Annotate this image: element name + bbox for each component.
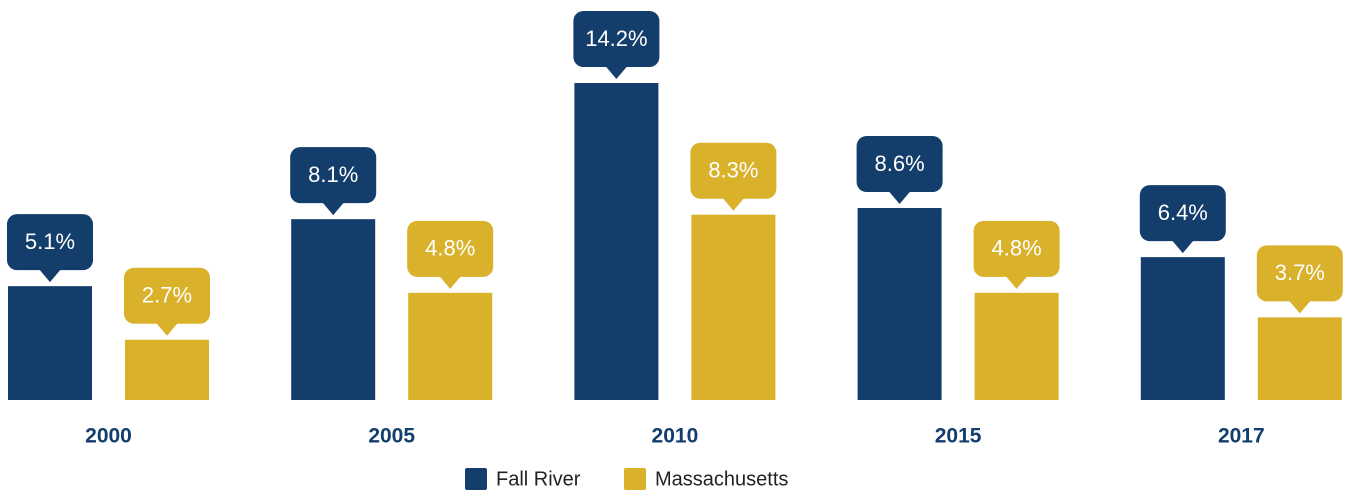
bar xyxy=(574,83,659,400)
bar xyxy=(8,286,92,400)
callout-box xyxy=(690,142,777,199)
value-label: 8.1% xyxy=(308,162,358,187)
x-tick-label: 2000 xyxy=(85,425,132,448)
bar xyxy=(408,292,493,400)
value-label: 5.1% xyxy=(25,229,75,254)
value-label: 4.8% xyxy=(992,236,1042,261)
bar xyxy=(1257,317,1342,400)
callout-box xyxy=(407,220,494,277)
value-label: 2.7% xyxy=(142,283,192,308)
value-label: 8.3% xyxy=(708,158,758,183)
callout-box xyxy=(7,214,93,271)
callout-pointer xyxy=(156,322,178,336)
callout-box xyxy=(856,136,943,193)
bar xyxy=(1140,257,1225,400)
value-label: 3.7% xyxy=(1275,260,1325,285)
legend-swatch xyxy=(465,468,487,490)
value-label: 4.8% xyxy=(425,236,475,261)
callout-box xyxy=(1256,245,1343,302)
bar xyxy=(974,292,1059,400)
bar xyxy=(857,208,942,400)
callout-box xyxy=(973,220,1060,277)
value-label: 14.2% xyxy=(585,26,647,51)
bar xyxy=(291,219,376,400)
bar xyxy=(125,339,209,400)
legend-swatch xyxy=(624,468,646,490)
legend-label: Massachusetts xyxy=(655,468,788,490)
callout-pointer xyxy=(1171,240,1194,254)
callout-box xyxy=(1139,185,1226,242)
bar xyxy=(691,214,776,400)
callout-box xyxy=(290,147,377,204)
callout-pointer xyxy=(39,269,61,283)
callout-pointer xyxy=(322,202,345,216)
legend-label: Fall River xyxy=(496,468,581,490)
callout-pointer xyxy=(605,66,628,79)
callout-pointer xyxy=(1288,300,1311,314)
callout-pointer xyxy=(439,275,462,289)
callout-pointer xyxy=(722,197,745,211)
x-tick-label: 2017 xyxy=(1218,425,1265,448)
x-tick-label: 2015 xyxy=(935,425,982,448)
callout-pointer xyxy=(888,191,911,205)
callout-box xyxy=(573,11,660,67)
value-label: 6.4% xyxy=(1158,200,1208,225)
x-tick-label: 2010 xyxy=(652,425,699,448)
callout-box xyxy=(124,267,210,324)
value-label: 8.6% xyxy=(875,151,925,176)
callout-pointer xyxy=(1005,275,1028,289)
x-tick-label: 2005 xyxy=(368,425,415,448)
